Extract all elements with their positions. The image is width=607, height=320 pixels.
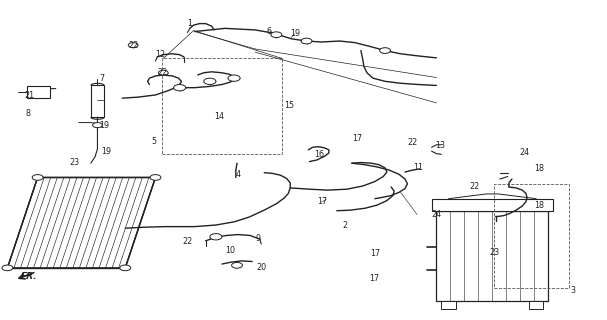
Circle shape bbox=[128, 43, 138, 48]
Circle shape bbox=[93, 123, 103, 128]
Text: 17: 17 bbox=[369, 274, 379, 283]
Text: 21: 21 bbox=[24, 92, 35, 100]
Text: 19: 19 bbox=[290, 29, 300, 38]
Bar bbox=[161, 59, 282, 154]
Bar bbox=[91, 85, 104, 117]
Circle shape bbox=[204, 78, 216, 84]
Text: 16: 16 bbox=[314, 150, 324, 159]
Text: 18: 18 bbox=[534, 164, 544, 173]
Text: 22: 22 bbox=[128, 41, 138, 50]
Text: 23: 23 bbox=[490, 248, 500, 257]
Text: 6: 6 bbox=[266, 27, 271, 36]
Text: 19: 19 bbox=[100, 121, 109, 130]
Polygon shape bbox=[7, 178, 155, 268]
Circle shape bbox=[2, 265, 13, 271]
Text: 9: 9 bbox=[255, 234, 260, 243]
Bar bbox=[441, 301, 456, 309]
Text: 14: 14 bbox=[214, 112, 224, 121]
Text: 10: 10 bbox=[225, 246, 235, 255]
Text: 22: 22 bbox=[157, 68, 168, 77]
Text: 17: 17 bbox=[352, 134, 362, 143]
Bar bbox=[529, 301, 543, 309]
Text: 13: 13 bbox=[435, 141, 445, 150]
Text: 24: 24 bbox=[432, 210, 442, 219]
Text: 20: 20 bbox=[256, 263, 266, 272]
Bar bbox=[27, 86, 50, 98]
Text: 2: 2 bbox=[343, 220, 348, 229]
Circle shape bbox=[32, 175, 43, 180]
Text: 24: 24 bbox=[520, 148, 530, 156]
Text: 8: 8 bbox=[25, 108, 30, 117]
Text: 3: 3 bbox=[571, 286, 575, 295]
Bar bbox=[432, 199, 553, 211]
Text: 18: 18 bbox=[534, 201, 544, 210]
Bar bbox=[494, 184, 569, 288]
Text: 22: 22 bbox=[183, 237, 193, 246]
Text: 22: 22 bbox=[407, 138, 418, 147]
Circle shape bbox=[174, 84, 186, 91]
Text: 4: 4 bbox=[236, 170, 241, 179]
Text: FR.: FR. bbox=[21, 272, 37, 281]
Text: 17: 17 bbox=[370, 249, 380, 258]
Circle shape bbox=[232, 262, 242, 268]
Text: 7: 7 bbox=[100, 74, 104, 83]
Text: 12: 12 bbox=[155, 50, 166, 59]
Text: 15: 15 bbox=[284, 101, 294, 110]
Bar bbox=[436, 211, 548, 301]
Text: 11: 11 bbox=[413, 164, 424, 172]
Circle shape bbox=[271, 32, 282, 37]
Circle shape bbox=[210, 234, 222, 240]
Circle shape bbox=[158, 70, 168, 75]
Circle shape bbox=[120, 265, 131, 271]
Text: 23: 23 bbox=[69, 158, 79, 167]
Circle shape bbox=[150, 175, 161, 180]
Circle shape bbox=[301, 38, 312, 44]
Text: 1: 1 bbox=[188, 19, 192, 28]
Circle shape bbox=[228, 75, 240, 81]
Circle shape bbox=[379, 48, 390, 53]
Text: 19: 19 bbox=[101, 147, 111, 156]
Text: 17: 17 bbox=[317, 197, 327, 206]
Text: 5: 5 bbox=[151, 137, 157, 146]
Text: 22: 22 bbox=[470, 181, 480, 190]
